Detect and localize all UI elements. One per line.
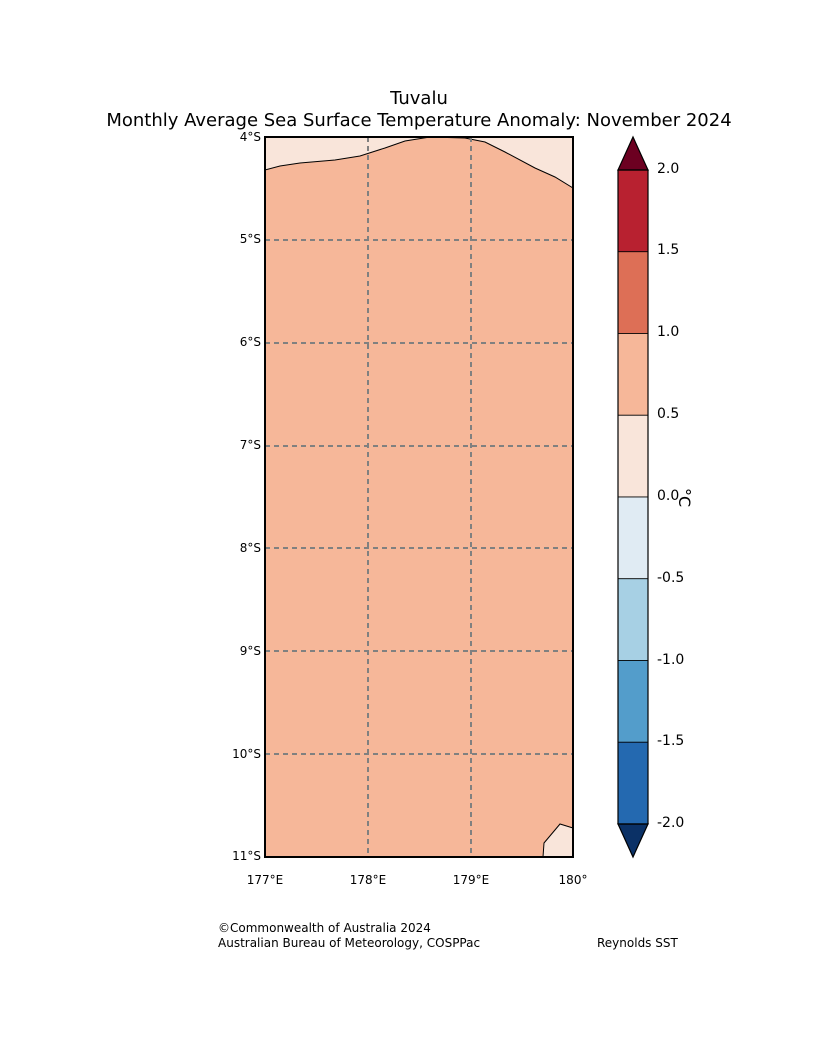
lat-label-6s: 6°S [239, 335, 261, 349]
colorbar-tick: -1.0 [657, 652, 685, 668]
lat-label-7s: 7°S [239, 438, 261, 452]
colorbar [617, 135, 649, 859]
colorbar-tick: -1.5 [657, 733, 685, 749]
colorbar-band [617, 251, 649, 334]
colorbar-under-arrow [617, 823, 649, 859]
lon-label-180: 180° [558, 873, 588, 887]
colorbar-tick: -2.0 [657, 815, 685, 831]
colorbar-tick: 0.5 [657, 406, 680, 422]
map-frame [264, 136, 574, 858]
lat-label-10s: 10°S [232, 747, 261, 761]
map-subtitle: Monthly Average Sea Surface Temperature … [106, 110, 732, 131]
anomaly-region-main [265, 137, 573, 857]
lat-label-4s: 4°S [239, 130, 261, 144]
colorbar-band [617, 414, 649, 498]
colorbar-band [617, 496, 649, 580]
colorbar-tick: 1.5 [657, 242, 680, 258]
lat-label-11s: 11°S [232, 849, 261, 863]
colorbar-frame [617, 169, 649, 825]
colorbar-tick: -0.5 [657, 570, 685, 586]
lat-label-8s: 8°S [239, 541, 261, 555]
lon-label-177e: 177°E [246, 873, 284, 887]
colorbar-over-arrow [617, 135, 649, 171]
colorbar-band [617, 660, 649, 743]
copyright-text: ©Commonwealth of Australia 2024 [218, 921, 431, 935]
colorbar-tick: 1.0 [657, 324, 680, 340]
lat-label-9s: 9°S [239, 644, 261, 658]
colorbar-band [617, 578, 649, 661]
colorbar-band [617, 169, 649, 253]
colorbar-band [617, 741, 649, 825]
colorbar-tick: 0.0 [657, 488, 680, 504]
colorbar-tick: 2.0 [657, 161, 680, 177]
lat-label-5s: 5°S [239, 232, 261, 246]
gridlines [265, 137, 573, 857]
data-source-text: Reynolds SST [597, 936, 678, 950]
colorbar-band [617, 333, 649, 416]
colorbar-unit-label: °C [675, 488, 694, 508]
agency-text: Australian Bureau of Meteorology, COSPPa… [218, 936, 481, 950]
lon-label-178e: 178°E [349, 873, 387, 887]
map-title: Tuvalu [390, 88, 448, 109]
lon-label-179e: 179°E [452, 873, 490, 887]
